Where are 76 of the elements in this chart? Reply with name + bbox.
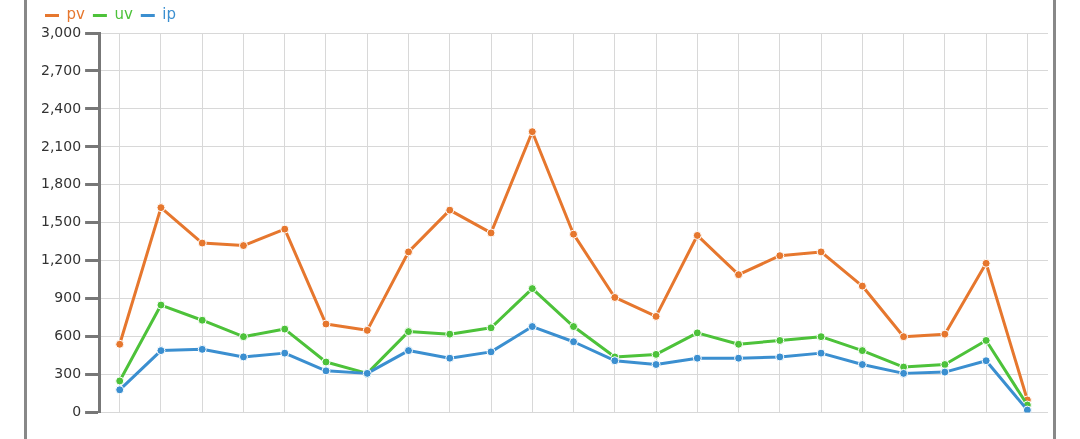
point <box>404 247 414 257</box>
y-tick-label: 2,100 <box>40 137 82 154</box>
point <box>775 335 785 345</box>
y-tick-label: 2,400 <box>40 99 82 116</box>
point <box>115 339 125 349</box>
point <box>775 352 785 362</box>
point <box>857 360 867 370</box>
point <box>197 344 207 354</box>
point <box>445 353 455 363</box>
point <box>156 346 166 356</box>
point <box>610 356 620 366</box>
legend-label: pv <box>66 5 86 24</box>
point <box>1022 405 1032 413</box>
point <box>692 230 702 240</box>
y-tick-label: 600 <box>54 327 82 344</box>
point <box>981 356 991 366</box>
point <box>527 284 537 294</box>
point <box>899 332 909 342</box>
y-tick-label: 3,000 <box>40 23 82 40</box>
point <box>816 348 826 358</box>
point <box>651 349 661 359</box>
point <box>899 368 909 378</box>
point <box>445 205 455 215</box>
point <box>280 348 290 358</box>
legend-label: uv <box>114 5 133 24</box>
point <box>857 346 867 356</box>
point <box>734 339 744 349</box>
point <box>692 353 702 363</box>
point <box>115 376 125 386</box>
point <box>527 322 537 332</box>
point <box>981 258 991 268</box>
point <box>486 228 496 238</box>
point <box>569 229 579 239</box>
point <box>816 247 826 257</box>
point <box>156 300 166 310</box>
point <box>321 319 331 329</box>
point <box>857 281 867 291</box>
point <box>981 335 991 345</box>
point <box>734 270 744 280</box>
y-tick-label: 1,800 <box>40 175 82 192</box>
point <box>238 352 248 362</box>
point <box>940 367 950 377</box>
point <box>527 127 537 137</box>
y-tick-label: 2,700 <box>40 61 82 78</box>
point <box>651 360 661 370</box>
y-tick-label: 900 <box>54 289 82 306</box>
point <box>734 353 744 363</box>
point <box>404 346 414 356</box>
point <box>692 328 702 338</box>
point <box>445 329 455 339</box>
point <box>321 357 331 367</box>
point <box>115 385 125 395</box>
legend-label: ip <box>162 5 176 24</box>
point <box>651 311 661 321</box>
y-tick-label: 0 <box>72 403 82 420</box>
point <box>321 366 331 376</box>
point <box>238 241 248 251</box>
point <box>940 329 950 339</box>
point <box>238 332 248 342</box>
y-tick-label: 1,200 <box>40 251 82 268</box>
point <box>280 324 290 334</box>
point <box>486 323 496 333</box>
point <box>197 315 207 325</box>
point <box>156 203 166 213</box>
point <box>610 292 620 302</box>
point <box>280 224 290 234</box>
y-tick-label: 1,500 <box>40 213 82 230</box>
point <box>197 238 207 248</box>
point <box>816 332 826 342</box>
point <box>775 251 785 261</box>
y-tick-label: 300 <box>54 365 82 382</box>
point <box>404 327 414 337</box>
point <box>362 325 372 335</box>
point <box>486 347 496 357</box>
point <box>569 322 579 332</box>
point <box>569 337 579 347</box>
